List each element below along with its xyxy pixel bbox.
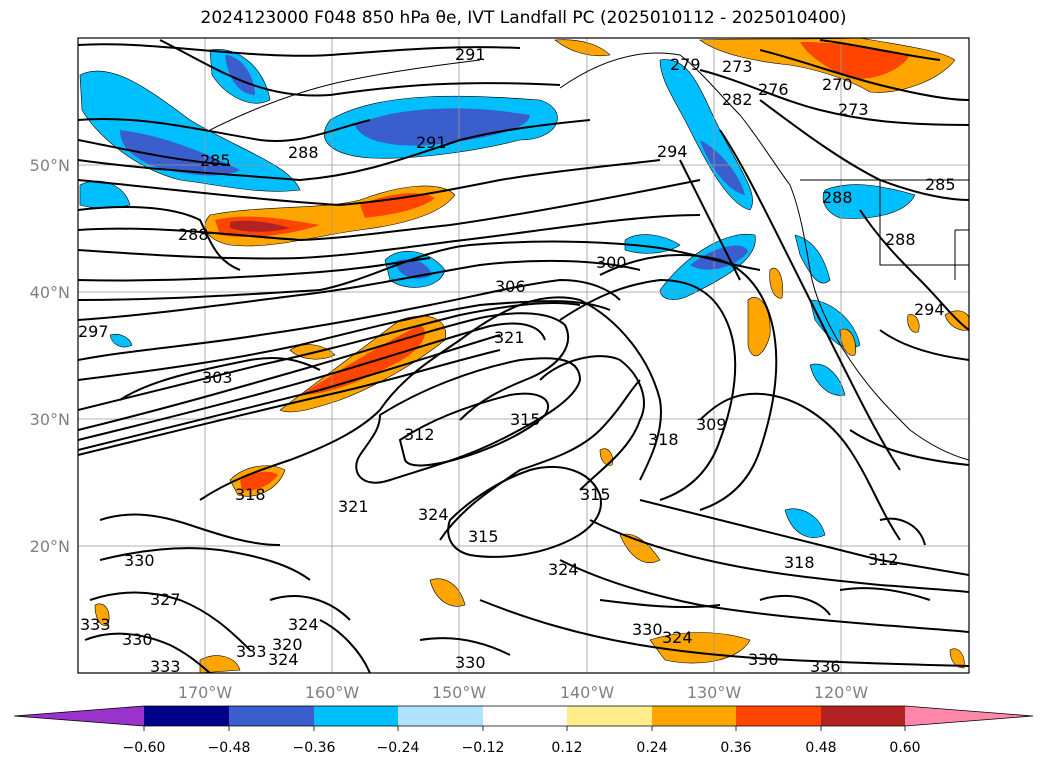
map-title: 2024123000 F048 850 hPa θe, IVT Landfall… (200, 8, 847, 28)
contour-label: 327 (150, 590, 181, 609)
lat-label: 50°N (30, 156, 70, 175)
contour-label: 315 (468, 527, 499, 546)
coastlines (209, 52, 969, 461)
theta-e-contours (78, 39, 969, 673)
contour-label: 333 (150, 657, 181, 676)
colorbar-swatch (736, 706, 821, 726)
contour-label: 282 (722, 90, 753, 109)
colorbar-swatch (652, 706, 736, 726)
contour-label: 285 (200, 151, 231, 170)
contour-label: 291 (455, 45, 486, 64)
colorbar-swatch (483, 706, 567, 726)
lon-label: 120°W (814, 683, 869, 702)
colorbar-tick-label: 0.60 (889, 740, 920, 756)
contour-label: 330 (748, 650, 779, 669)
colorbar-swatch (229, 706, 314, 726)
colorbar-tick-label: −0.60 (123, 740, 166, 756)
contour-label: 321 (338, 497, 369, 516)
latitude-labels: 50°N 40°N 30°N 20°N (30, 156, 70, 556)
contour-label: 318 (784, 553, 815, 572)
contour-label: 285 (925, 175, 956, 194)
contour-label: 312 (404, 425, 435, 444)
contour-label: 306 (495, 277, 526, 296)
negative-anomaly-shading (79, 49, 916, 538)
contour-label: 273 (722, 57, 753, 76)
colorbar-tick-label: −0.12 (462, 740, 505, 756)
contour-label: 309 (696, 415, 727, 434)
colorbar-swatch (398, 706, 483, 726)
contour-label: 330 (122, 630, 153, 649)
colorbar-tick-label: −0.24 (377, 740, 420, 756)
contour-label: 333 (80, 615, 111, 634)
contour-label: 315 (510, 410, 541, 429)
lon-label: 150°W (432, 683, 487, 702)
contour-label: 270 (822, 75, 853, 94)
contour-label: 273 (838, 100, 869, 119)
contour-label: 294 (914, 300, 945, 319)
contour-label: 300 (596, 253, 627, 272)
contour-label: 318 (235, 485, 266, 504)
contour-label: 336 (810, 657, 841, 676)
lon-label: 130°W (687, 683, 742, 702)
contour-label: 288 (288, 143, 319, 162)
contour-label: 318 (648, 430, 679, 449)
map-frame (77, 37, 970, 674)
contour-labels: 291 279 273 276 270 273 282 291 294 285 … (78, 45, 956, 676)
contour-label: 330 (455, 653, 486, 672)
contour-label: 333 (236, 642, 267, 661)
contour-label: 324 (548, 560, 579, 579)
contour-label: 330 (124, 551, 155, 570)
contour-label: 291 (416, 133, 447, 152)
colorbar-tick-label: 0.36 (720, 740, 751, 756)
longitude-labels: 170°W 160°W 150°W 140°W 130°W 120°W (178, 683, 869, 702)
contour-label: 324 (268, 650, 299, 669)
colorbar: −0.60 −0.48 −0.36 −0.24 −0.12 0.12 0.24 … (13, 705, 1034, 756)
contour-label: 297 (78, 322, 109, 341)
contour-label: 288 (885, 230, 916, 249)
lon-label: 140°W (560, 683, 615, 702)
colorbar-tick-label: 0.48 (805, 740, 836, 756)
colorbar-tick-label: −0.48 (208, 740, 251, 756)
colorbar-tick-label: −0.36 (293, 740, 336, 756)
lon-label: 170°W (178, 683, 233, 702)
colorbar-min-extension (14, 706, 144, 726)
colorbar-swatch (821, 706, 905, 726)
contour-label: 312 (868, 550, 899, 569)
colorbar-max-extension (905, 706, 1033, 726)
contour-label: 288 (822, 188, 853, 207)
colorbar-swatch (314, 706, 398, 726)
contour-label: 320 (272, 635, 303, 654)
contour-label: 303 (202, 368, 233, 387)
contour-label: 324 (418, 505, 449, 524)
contour-label: 315 (580, 485, 611, 504)
contour-label: 321 (494, 328, 525, 347)
lat-label: 20°N (30, 537, 70, 556)
contour-label: 330 (632, 620, 663, 639)
lat-label: 40°N (30, 283, 70, 302)
lon-label: 160°W (305, 683, 360, 702)
colorbar-tick-label: 0.24 (636, 740, 667, 756)
contour-label: 324 (288, 615, 319, 634)
contour-label: 276 (758, 80, 789, 99)
contour-label: 288 (178, 225, 209, 244)
contour-label: 279 (670, 55, 701, 74)
contour-label: 324 (662, 628, 693, 647)
colorbar-swatch (567, 706, 652, 726)
colorbar-swatch (144, 706, 229, 726)
lat-label: 30°N (30, 410, 70, 429)
colorbar-tick-label: 0.12 (551, 740, 582, 756)
contour-label: 294 (657, 142, 688, 161)
